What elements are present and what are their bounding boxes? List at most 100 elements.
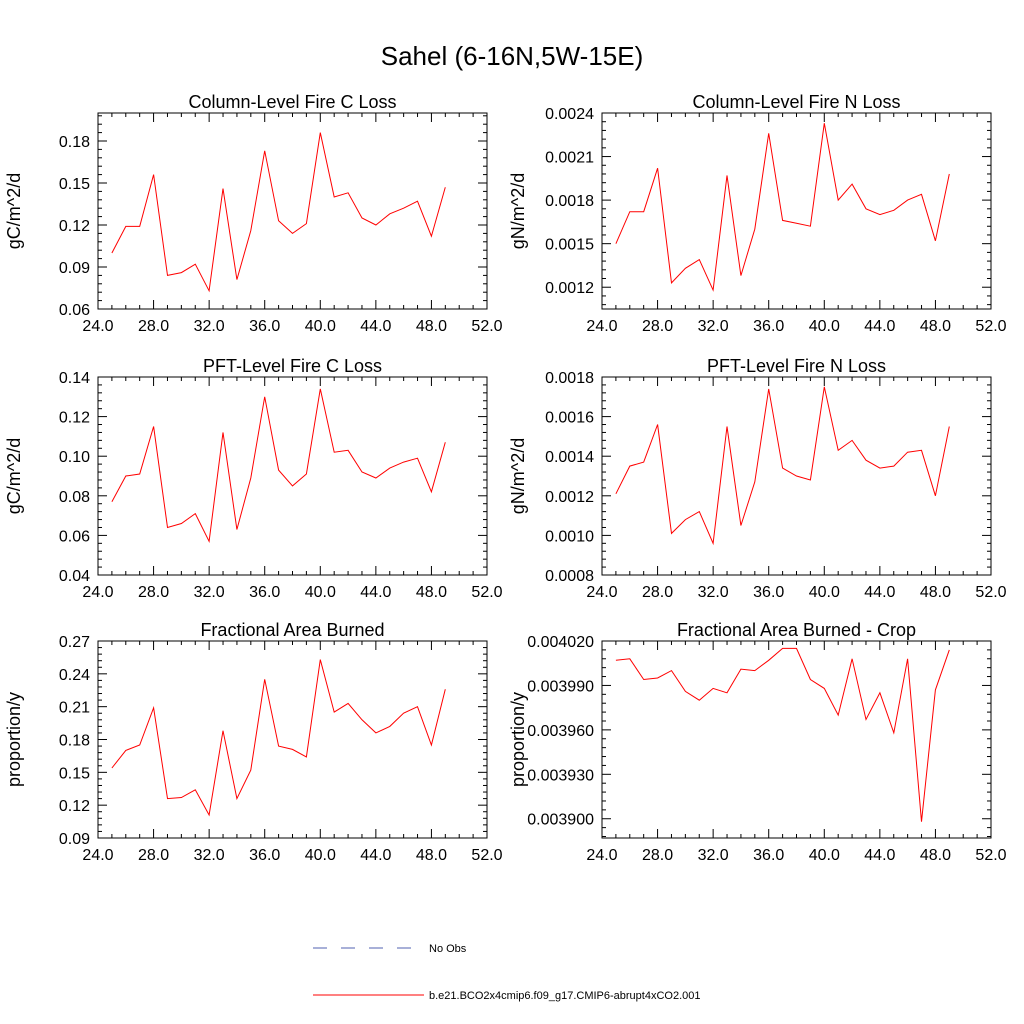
x-tick-label: 40.0 (809, 847, 840, 864)
plot-frame (97, 112, 488, 310)
plot-frame (97, 640, 488, 839)
plot-frame (601, 112, 992, 310)
plot-frame (97, 376, 488, 576)
x-tick-label: 52.0 (471, 584, 502, 601)
y-tick-label: 0.18 (59, 733, 90, 750)
y-tick-label: 0.06 (59, 302, 90, 319)
y-tick-label: 0.24 (59, 667, 90, 684)
y-tick-label: 0.09 (59, 831, 90, 848)
x-tick-label: 32.0 (698, 847, 729, 864)
x-tick-label: 24.0 (82, 318, 113, 335)
y-tick-label: 0.0014 (545, 449, 594, 466)
panel-title: Fractional Area Burned - Crop (677, 620, 916, 640)
x-tick-label: 36.0 (753, 847, 784, 864)
figure-title: Sahel (6-16N,5W-15E) (381, 41, 644, 71)
x-tick-label: 28.0 (642, 318, 673, 335)
y-tick-label: 0.0015 (545, 237, 594, 254)
series-line-0 (111, 659, 446, 817)
legend-label-no-obs: No Obs (429, 943, 467, 955)
x-tick-label: 40.0 (809, 318, 840, 335)
chart-panel-1: Column-Level Fire N Loss gN/m^2/d 24.0 28.0… (508, 92, 1007, 335)
series-line-0 (111, 132, 446, 293)
series-line-0 (615, 386, 950, 546)
y-axis-label: gC/m^2/d (4, 438, 24, 514)
x-tick-label: 44.0 (864, 318, 895, 335)
y-tick-label: 0.06 (59, 528, 90, 545)
y-tick-label: 0.27 (59, 634, 90, 651)
x-tick-label: 32.0 (698, 318, 729, 335)
panel-title: PFT-Level Fire C Loss (203, 356, 382, 376)
y-tick-label: 0.003960 (527, 723, 594, 740)
y-tick-label: 0.0012 (545, 489, 594, 506)
y-tick-label: 0.09 (59, 260, 90, 277)
y-tick-label: 0.0018 (545, 370, 594, 387)
series-line-0 (615, 647, 950, 822)
x-tick-label: 52.0 (975, 584, 1006, 601)
y-tick-label: 0.004020 (527, 634, 594, 651)
y-tick-label: 0.12 (59, 410, 90, 427)
panel-title: PFT-Level Fire N Loss (707, 356, 886, 376)
y-tick-label: 0.0012 (545, 280, 594, 297)
x-tick-label: 40.0 (809, 584, 840, 601)
x-tick-label: 52.0 (975, 847, 1006, 864)
y-axis-label: gN/m^2/d (508, 173, 528, 249)
panel-title: Column-Level Fire N Loss (692, 92, 900, 112)
y-tick-label: 0.12 (59, 798, 90, 815)
y-tick-label: 0.0024 (545, 106, 594, 123)
y-tick-label: 0.15 (59, 765, 90, 782)
chart-panel-0: Column-Level Fire C Loss gC/m^2/d 24.0 28.0… (4, 92, 503, 335)
y-tick-label: 0.0018 (545, 193, 594, 210)
y-tick-label: 0.0016 (545, 410, 594, 427)
chart-panel-2: PFT-Level Fire C Loss gC/m^2/d 24.0 28.0 32.… (4, 356, 503, 601)
x-tick-label: 48.0 (416, 584, 447, 601)
y-tick-label: 0.18 (59, 134, 90, 151)
x-tick-label: 24.0 (586, 584, 617, 601)
x-tick-label: 48.0 (416, 847, 447, 864)
x-tick-label: 40.0 (305, 847, 336, 864)
panel-title: Fractional Area Burned (200, 620, 384, 640)
y-tick-label: 0.003930 (527, 767, 594, 784)
x-tick-label: 28.0 (138, 584, 169, 601)
x-tick-label: 24.0 (586, 847, 617, 864)
y-tick-label: 0.12 (59, 218, 90, 235)
x-tick-label: 24.0 (82, 847, 113, 864)
x-tick-label: 28.0 (138, 318, 169, 335)
legend: No Obs b.e21.BCO2x4cmip6.f09_g17.CMIP6-a… (313, 943, 701, 1002)
x-tick-label: 36.0 (249, 847, 280, 864)
x-tick-label: 28.0 (138, 847, 169, 864)
x-tick-label: 32.0 (698, 584, 729, 601)
x-tick-label: 40.0 (305, 318, 336, 335)
x-tick-label: 48.0 (920, 584, 951, 601)
x-tick-label: 48.0 (920, 847, 951, 864)
y-tick-label: 0.21 (59, 700, 90, 717)
x-tick-label: 32.0 (194, 584, 225, 601)
panel-title: Column-Level Fire C Loss (188, 92, 396, 112)
series-line-0 (615, 123, 950, 292)
x-tick-label: 52.0 (975, 318, 1006, 335)
y-tick-label: 0.003990 (527, 678, 594, 695)
series-line-0 (111, 388, 446, 543)
x-tick-label: 32.0 (194, 318, 225, 335)
x-tick-label: 48.0 (920, 318, 951, 335)
plot-frame (601, 640, 992, 839)
x-tick-label: 36.0 (249, 584, 280, 601)
y-tick-label: 0.10 (59, 449, 90, 466)
x-tick-label: 36.0 (753, 584, 784, 601)
legend-label-model: b.e21.BCO2x4cmip6.f09_g17.CMIP6-abrupt4x… (429, 990, 701, 1002)
y-axis-label: gC/m^2/d (4, 173, 24, 249)
x-tick-label: 24.0 (586, 318, 617, 335)
x-tick-label: 44.0 (360, 847, 391, 864)
x-tick-label: 28.0 (642, 584, 673, 601)
y-tick-label: 0.003900 (527, 812, 594, 829)
chart-panel-5: Fractional Area Burned - Crop proportion/… (508, 620, 1007, 864)
y-tick-label: 0.08 (59, 489, 90, 506)
x-tick-label: 52.0 (471, 318, 502, 335)
y-axis-label: proportion/y (508, 692, 528, 787)
chart-panel-4: Fractional Area Burned proportion/y 24.0 28… (4, 620, 503, 864)
x-tick-label: 40.0 (305, 584, 336, 601)
y-axis-label: proportion/y (4, 692, 24, 787)
y-tick-label: 0.15 (59, 176, 90, 193)
x-tick-label: 44.0 (864, 584, 895, 601)
y-tick-label: 0.04 (59, 568, 90, 585)
